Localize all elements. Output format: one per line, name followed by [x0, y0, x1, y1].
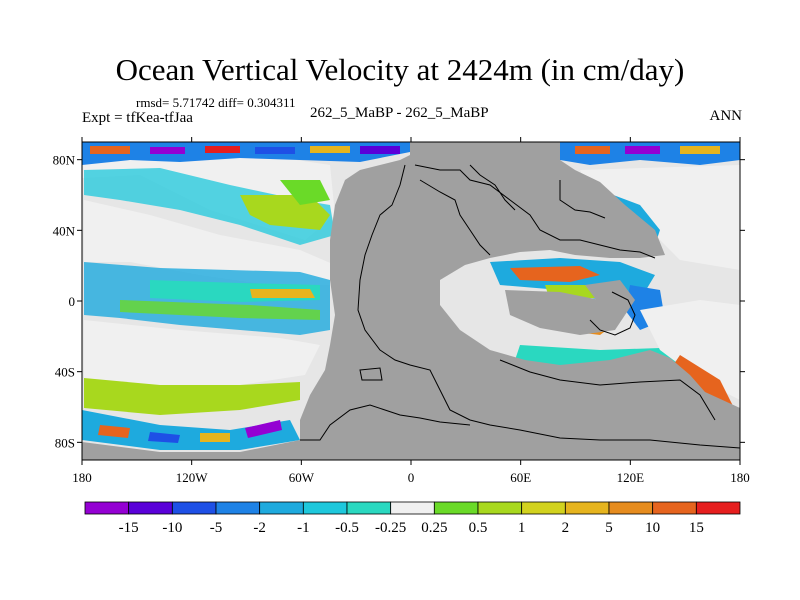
arctic-spot-5 [310, 146, 350, 153]
coastlines [300, 164, 740, 449]
colorbar-swatch [84, 501, 130, 515]
colorbar-label: -1 [297, 520, 310, 536]
lat-tick-label: 40N [53, 223, 76, 238]
lon-tick-label: 120E [617, 470, 645, 485]
lon-tick-label: 180 [72, 470, 92, 485]
map-panel [82, 142, 740, 460]
colorbar-label: 2 [562, 520, 570, 536]
colorbar-swatch [302, 501, 348, 515]
colorbar-label: -0.25 [375, 520, 406, 536]
coast-line-5 [300, 404, 471, 441]
north-pacific-green-2 [280, 180, 330, 205]
arctic-spot-8 [625, 146, 660, 154]
colorbar-swatch [215, 501, 261, 515]
coast-line-2 [414, 164, 656, 259]
southern-band [82, 410, 300, 450]
pangaea-landmass [82, 142, 740, 460]
rmsd-diff-stats: rmsd= 5.71742 diff= 0.304311 [136, 95, 296, 110]
colorbar-label: -5 [210, 520, 223, 536]
colorbar: -15 -10 -5 -2 -1 -0.5 -0.25 0.25 0.5 1 2 5 10 15 [84, 501, 741, 536]
arctic-spot-2 [150, 147, 185, 154]
coast-line-8 [499, 359, 716, 421]
lon-tick-label: 60E [510, 470, 531, 485]
east-block [585, 280, 635, 315]
east-ocean-white [580, 165, 740, 270]
north-subtropic-white [84, 200, 335, 285]
coast-line-7 [559, 180, 606, 219]
season-label: ANN [709, 108, 743, 124]
south-spot-2 [148, 432, 180, 443]
coast-line-4 [469, 164, 516, 211]
south-pacific-white [84, 320, 320, 388]
colorbar-swatch [652, 501, 697, 515]
colorbar-label: 0.25 [421, 520, 447, 536]
south-spot-4 [245, 420, 282, 438]
south-spot-1 [98, 425, 130, 438]
colorbar-label: -10 [162, 520, 182, 536]
run-comparison-label: 262_5_MaBP - 262_5_MaBP [310, 105, 489, 121]
north-pacific-cyan [84, 168, 335, 245]
colorbar-swatch [477, 501, 523, 515]
arctic-spot-1 [90, 146, 130, 154]
southeast-white [640, 300, 740, 400]
colorbar-swatch [171, 501, 217, 515]
experiment-label: Expt = tfKea-tfJaa [82, 110, 193, 126]
longitude-axis: 180 120W 60W 0 60E 120E 180 [72, 137, 750, 485]
plot-title: Ocean Vertical Velocity at 2424m (in cm/… [115, 52, 685, 87]
colorbar-swatch [564, 501, 610, 515]
pacific-field [82, 150, 335, 415]
coast-line-3 [419, 179, 491, 256]
arctic-spot-3 [205, 146, 240, 153]
lon-tick-label: 180 [730, 470, 750, 485]
arctic-spot-7 [575, 146, 610, 154]
south-equatorial-green [120, 300, 320, 320]
arctic-spot-4 [255, 147, 295, 154]
cimmeria-block [505, 290, 625, 335]
colorbar-label: -0.5 [335, 520, 359, 536]
colorbar-swatch [433, 501, 479, 515]
colorbar-label: 5 [605, 520, 613, 536]
colorbar-label: -2 [253, 520, 266, 536]
lat-tick-label: 40S [55, 365, 75, 380]
lat-tick-label: 80N [53, 153, 76, 168]
colorbar-label: 1 [518, 520, 526, 536]
lat-tick-label: 80S [55, 435, 75, 450]
land [82, 142, 740, 460]
arctic-spot-6 [360, 146, 400, 154]
colorbar-swatch [608, 501, 654, 515]
colorbar-swatch [521, 501, 566, 515]
lon-tick-label: 0 [408, 470, 415, 485]
colorbar-label: 0.5 [469, 520, 488, 536]
arctic-spot-9 [680, 146, 720, 154]
colorbar-swatch [128, 501, 173, 515]
south-pacific-green [84, 378, 300, 415]
island-outline [359, 367, 383, 381]
latitude-axis: 80N 40N 0 40S 80S [53, 153, 745, 450]
coast-line-1 [357, 164, 740, 449]
colorbar-swatch [695, 501, 741, 515]
colorbar-swatch [259, 501, 304, 515]
lon-tick-label: 60W [289, 470, 315, 485]
colorbar-swatch [390, 501, 435, 515]
colorbar-label: 15 [689, 520, 704, 536]
south-band-blue [82, 410, 300, 450]
colorbar-label: 10 [645, 520, 660, 536]
coast-line-6 [589, 291, 636, 336]
lat-tick-label: 0 [69, 294, 76, 309]
colorbar-swatch [346, 501, 392, 515]
colorbar-label: -15 [119, 520, 139, 536]
arctic-band [82, 142, 740, 165]
south-spot-3 [200, 433, 230, 442]
lon-tick-label: 120W [176, 470, 209, 485]
equatorial-pacific-orange [250, 289, 315, 298]
tethys-orange [510, 266, 600, 282]
